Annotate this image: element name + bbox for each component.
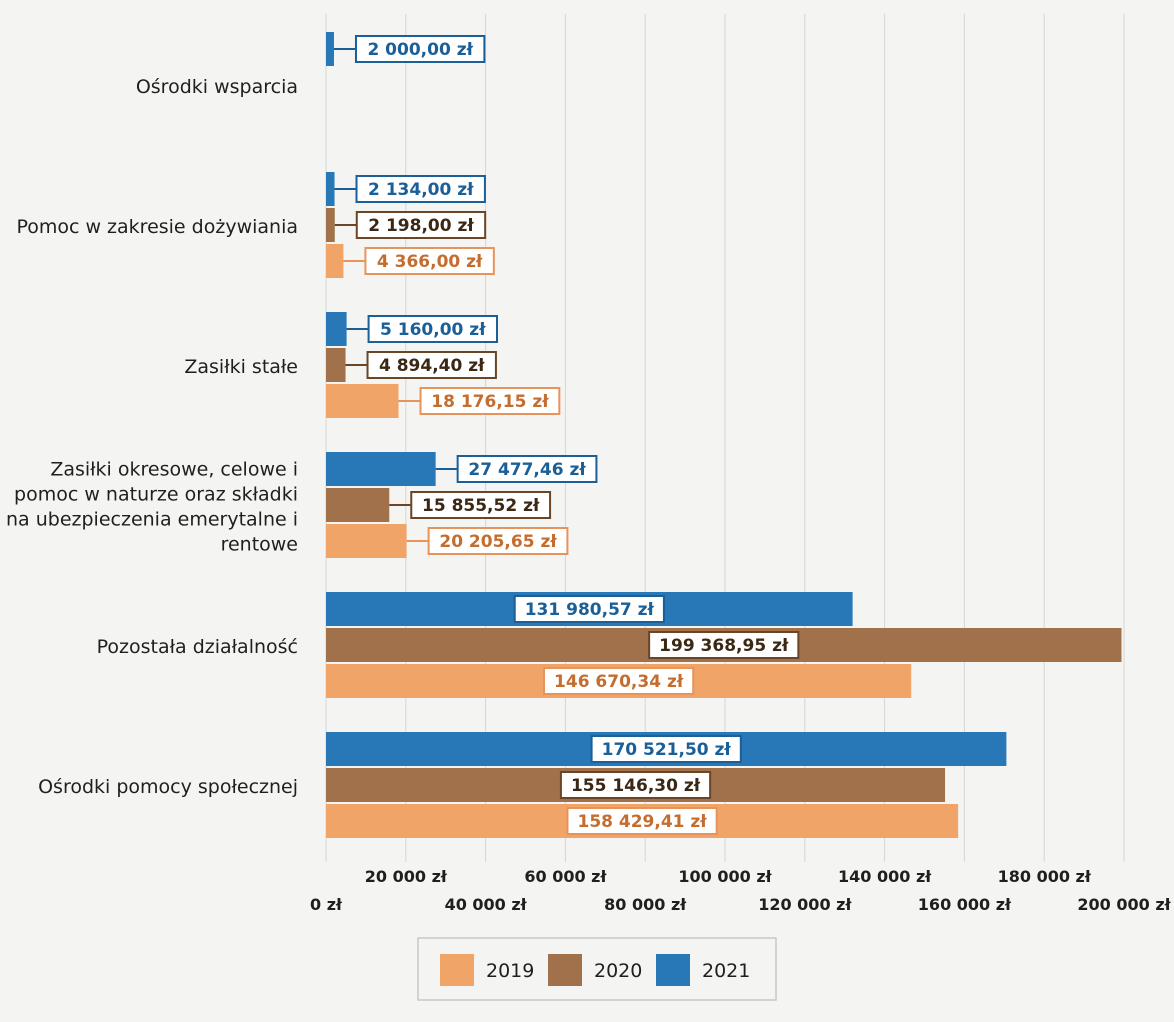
- data-label: 146 670,34 zł: [554, 672, 684, 692]
- x-tick-label: 200 000 zł: [1077, 895, 1171, 914]
- data-label-box: [410, 491, 552, 519]
- x-tick-label: 0 zł: [310, 895, 343, 914]
- legend-swatch: [656, 954, 690, 986]
- x-tick-label: 140 000 zł: [838, 867, 932, 886]
- category-label: Ośrodki pomocy społecznej: [38, 776, 298, 798]
- data-label-box: [456, 455, 598, 483]
- data-label-box: [364, 247, 495, 275]
- data-label-box: [355, 175, 486, 203]
- data-label-box: [427, 527, 569, 555]
- data-label: 27 477,46 zł: [468, 460, 586, 480]
- data-label: 158 429,41 zł: [577, 812, 707, 832]
- bar: [326, 312, 347, 346]
- bars: 2 000,00 zł 2 134,00 zł 2 198,00 zł 4 366,0…: [326, 32, 1122, 838]
- x-tick-label: 100 000 zł: [678, 867, 772, 886]
- category-label: Pozostała działalność: [97, 636, 298, 658]
- data-label-box: [513, 595, 665, 623]
- legend-label: 2019: [486, 960, 534, 982]
- data-label: 5 160,00 zł: [380, 320, 486, 340]
- data-label: 199 368,95 zł: [659, 636, 789, 656]
- data-label: 20 205,65 zł: [439, 532, 557, 552]
- data-label-box: [543, 667, 695, 695]
- x-tick-label: 160 000 zł: [918, 895, 1012, 914]
- data-label: 4 366,00 zł: [377, 252, 483, 272]
- bar: [326, 488, 390, 522]
- legend-label: 2020: [594, 960, 642, 982]
- data-label: 170 521,50 zł: [602, 740, 732, 760]
- category-label: Pomoc w zakresie dożywiania: [16, 216, 298, 238]
- data-label-box: [366, 351, 497, 379]
- data-label-box: [566, 807, 718, 835]
- data-label: 4 894,40 zł: [379, 356, 485, 376]
- category-label: Zasiłki stałe: [184, 356, 298, 378]
- bar: [326, 452, 436, 486]
- legend-label: 2021: [702, 960, 750, 982]
- bar: [326, 384, 399, 418]
- bar: [326, 32, 334, 66]
- bar: [326, 172, 335, 206]
- bar: [326, 348, 346, 382]
- data-label: 131 980,57 zł: [525, 600, 655, 620]
- bar: [326, 208, 335, 242]
- data-label-box: [590, 735, 742, 763]
- x-axis-ticks: 0 zł 20 000 zł 40 000 zł 60 000 zł 80 000 zł…: [310, 867, 1172, 914]
- legend-swatch: [548, 954, 582, 986]
- data-label-box: [559, 771, 712, 799]
- x-tick-label: 40 000 zł: [445, 895, 528, 914]
- data-label-box: [648, 631, 800, 659]
- category-label: Ośrodki wsparcia: [136, 76, 298, 98]
- data-label-box: [419, 387, 561, 415]
- data-label: 2 198,00 zł: [368, 216, 474, 236]
- gridlines: [325, 14, 1125, 862]
- category-labels: Ośrodki wsparcia Pomoc w zakresie dożywia…: [6, 76, 298, 798]
- x-tick-label: 180 000 zł: [998, 867, 1092, 886]
- x-tick-label: 20 000 zł: [365, 867, 448, 886]
- data-label: 15 855,52 zł: [422, 496, 540, 516]
- x-tick-label: 120 000 zł: [758, 895, 852, 914]
- data-label: 155 146,30 zł: [571, 776, 701, 796]
- legend-swatch: [440, 954, 474, 986]
- bar: [326, 244, 344, 278]
- data-label-box: [355, 211, 487, 239]
- legend-box: [417, 937, 777, 1001]
- legend: 2019 2020 2021: [417, 937, 777, 1001]
- data-label-box: [367, 315, 498, 343]
- category-label: Zasiłki okresowe, celowe i pomoc w naturz…: [6, 459, 298, 556]
- data-label: 2 134,00 zł: [368, 180, 474, 200]
- data-label: 18 176,15 zł: [431, 392, 549, 412]
- data-label-box: [354, 35, 486, 63]
- bar: [326, 524, 407, 558]
- x-tick-label: 80 000 zł: [604, 895, 687, 914]
- data-label: 2 000,00 zł: [367, 40, 473, 60]
- x-tick-label: 60 000 zł: [524, 867, 607, 886]
